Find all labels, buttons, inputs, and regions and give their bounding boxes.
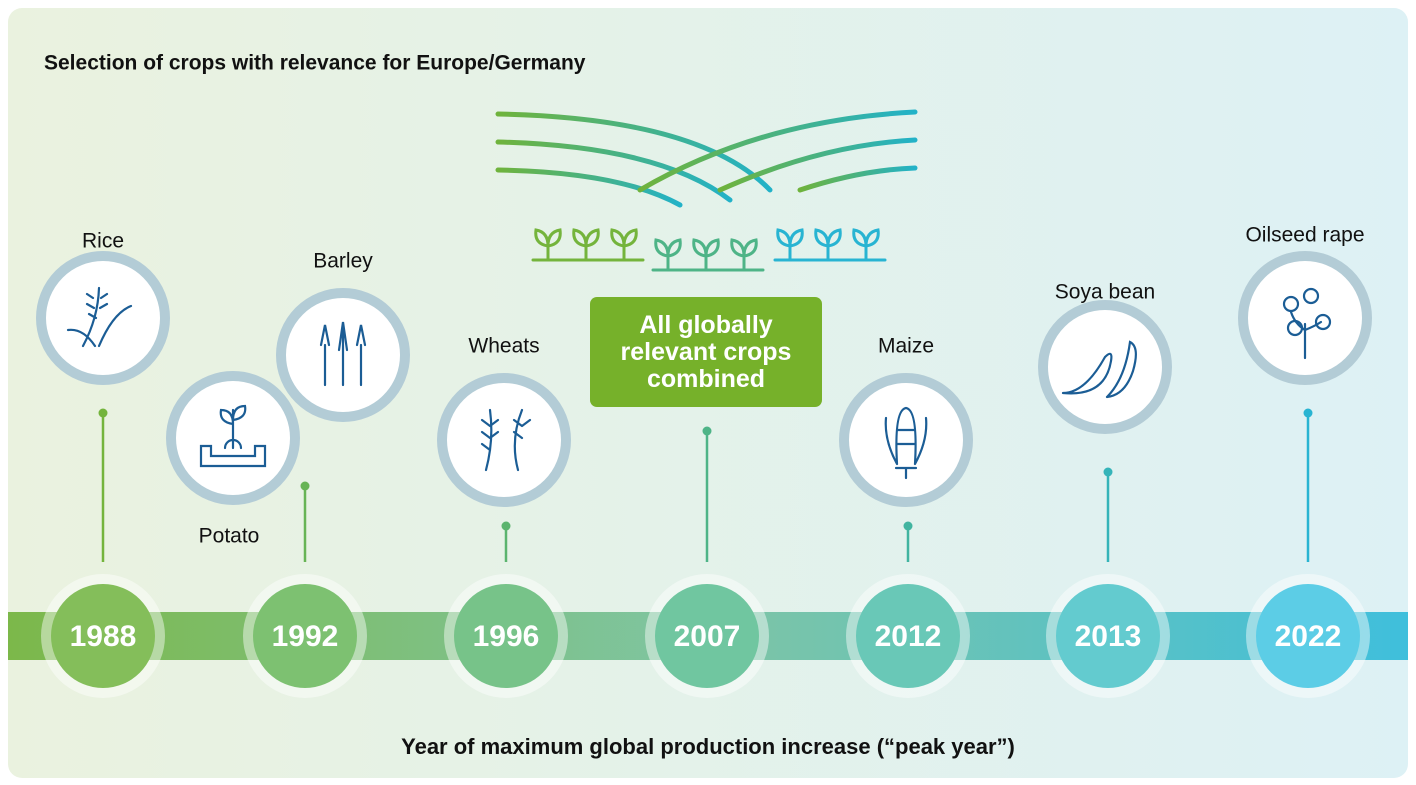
sprout <box>610 228 638 262</box>
stem-dot <box>1103 467 1113 477</box>
crop-label: Oilseed rape <box>1245 224 1364 247</box>
crop-label: Maize <box>878 335 934 358</box>
title: Selection of crops with relevance for Eu… <box>44 52 586 75</box>
crop-label: Wheats <box>468 335 539 358</box>
crop-icon-path <box>480 408 532 472</box>
crop-label: Rice <box>82 230 124 253</box>
crop-label: Potato <box>199 525 260 548</box>
crop-icon-path <box>1289 310 1323 360</box>
crop-icon <box>319 321 367 387</box>
year-label: 1996 <box>473 620 540 653</box>
crop-icon-path <box>66 286 133 348</box>
stem-dot <box>702 426 712 436</box>
year-circle <box>454 584 558 688</box>
flower <box>1302 287 1320 305</box>
sprout <box>572 228 600 262</box>
sprout <box>776 228 804 262</box>
crop-circle <box>1038 300 1172 434</box>
year-label: 2012 <box>875 620 942 653</box>
sprout <box>730 238 758 272</box>
year-circle <box>1256 584 1360 688</box>
sprout <box>534 228 562 262</box>
crop-icon-path <box>884 406 928 480</box>
year-circle <box>51 584 155 688</box>
sprout <box>814 228 842 262</box>
stem-dot <box>98 408 108 418</box>
year-label: 2013 <box>1075 620 1142 653</box>
year-circle <box>1056 584 1160 688</box>
combined-label: All globally relevant crops combined <box>620 310 792 393</box>
stem-dot <box>903 521 913 531</box>
sprout <box>654 238 682 272</box>
crop-icon <box>884 406 928 480</box>
stem-dot <box>300 481 310 491</box>
crop-icon-path <box>199 404 267 468</box>
flower <box>1286 319 1304 337</box>
year-label: 1988 <box>70 620 137 653</box>
field-lines <box>495 109 918 208</box>
year-label: 2022 <box>1275 620 1342 653</box>
stem-dot <box>501 521 511 531</box>
caption: Year of maximum global production increa… <box>401 734 1015 759</box>
combined-box <box>590 297 822 407</box>
sprout <box>692 238 720 272</box>
year-circle <box>655 584 759 688</box>
flower <box>1314 313 1332 331</box>
sprouts <box>531 228 887 272</box>
crop-circle <box>1238 251 1372 385</box>
flower <box>1282 295 1300 313</box>
crop-circle <box>36 251 170 385</box>
crop-icon-path <box>1061 340 1137 399</box>
crop-label: Soya bean <box>1055 281 1155 304</box>
crop-icon <box>1061 340 1137 399</box>
crop-icon <box>66 286 133 348</box>
stem-dot <box>1303 408 1313 418</box>
combined-text-holder: All globally relevant crops combined <box>620 310 792 393</box>
year-label: 1992 <box>272 620 339 653</box>
crop-circle <box>839 373 973 507</box>
sprout <box>852 228 880 262</box>
crop-icon <box>199 404 267 468</box>
crop-circle <box>437 373 571 507</box>
year-circle <box>253 584 357 688</box>
crop-label: Barley <box>313 250 373 273</box>
crop-icon-path <box>319 321 367 387</box>
year-circle <box>856 584 960 688</box>
crop-icon <box>1282 287 1332 360</box>
year-label: 2007 <box>674 620 741 653</box>
crop-icon <box>480 408 532 472</box>
